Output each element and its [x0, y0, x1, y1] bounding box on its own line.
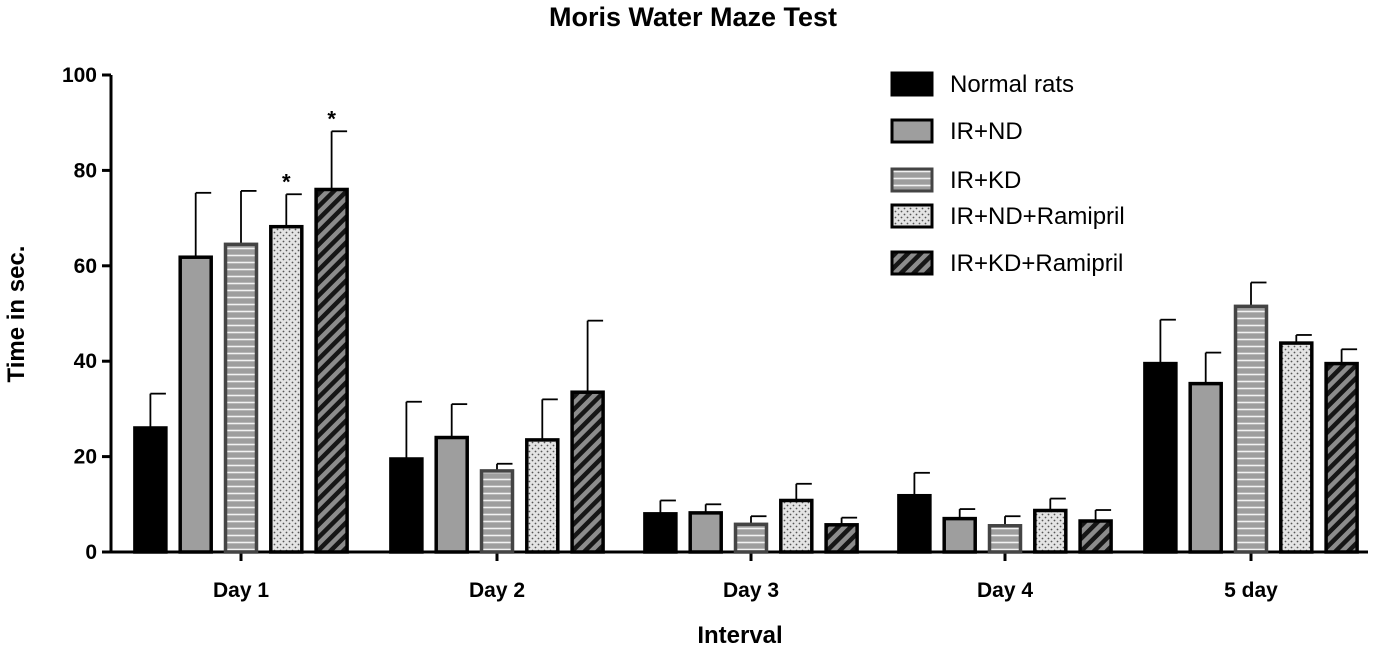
x-axis-label: Interval	[697, 622, 782, 649]
y-tick-label: 80	[74, 159, 97, 182]
bar	[479, 469, 515, 554]
chart-title: Moris Water Maze Test	[549, 2, 837, 32]
bar	[570, 390, 605, 554]
x-tick-label: 5 day	[1224, 579, 1278, 602]
legend-swatch	[890, 167, 934, 193]
legend-label: IR+KD	[950, 167, 1021, 194]
bar	[688, 511, 723, 554]
bar	[779, 498, 814, 554]
bar	[1188, 381, 1223, 554]
legend-label: Normal rats	[950, 71, 1074, 98]
legend-swatch	[890, 71, 934, 97]
bar	[1279, 341, 1314, 554]
y-tick-label: 0	[85, 541, 97, 564]
legend-label: IR+ND	[950, 118, 1023, 145]
bars-group: **	[133, 106, 1359, 554]
legend-swatch	[890, 118, 934, 144]
bar	[824, 523, 859, 554]
y-tick-label: 20	[74, 446, 97, 469]
bar	[133, 426, 168, 554]
bar	[389, 457, 424, 554]
bar	[1078, 519, 1113, 554]
legend-swatch	[890, 250, 934, 276]
bar	[525, 438, 560, 554]
bar	[434, 435, 469, 554]
y-tick-label: 60	[74, 255, 97, 278]
significance-marker: *	[327, 106, 336, 131]
x-tick-label: Day 1	[213, 579, 269, 602]
bar	[897, 493, 932, 554]
bar	[733, 522, 769, 554]
bar	[223, 242, 259, 554]
y-axis-label: Time in sec.	[3, 246, 30, 383]
bar	[1033, 508, 1068, 554]
bar	[269, 224, 304, 554]
legend-label: IR+KD+Ramipril	[950, 250, 1123, 277]
bar	[987, 524, 1023, 554]
legend: Normal rats IR+ND IR+KD IR+ND+Ramipril IR+KD…	[890, 71, 1125, 277]
bar	[643, 512, 678, 554]
legend-label: IR+ND+Ramipril	[950, 203, 1125, 230]
y-tick-label: 40	[74, 350, 97, 373]
bar	[178, 255, 213, 554]
bar	[1324, 361, 1359, 554]
bar	[942, 516, 977, 554]
legend-swatch	[890, 203, 934, 229]
y-tick-label: 100	[62, 64, 97, 87]
x-tick-label: Day 3	[723, 579, 779, 602]
bar	[1143, 361, 1178, 554]
bar	[314, 187, 349, 554]
x-tick-label: Day 2	[469, 579, 525, 602]
significance-marker: *	[282, 169, 291, 194]
x-tick-label: Day 4	[977, 579, 1033, 602]
bar	[1233, 304, 1269, 554]
